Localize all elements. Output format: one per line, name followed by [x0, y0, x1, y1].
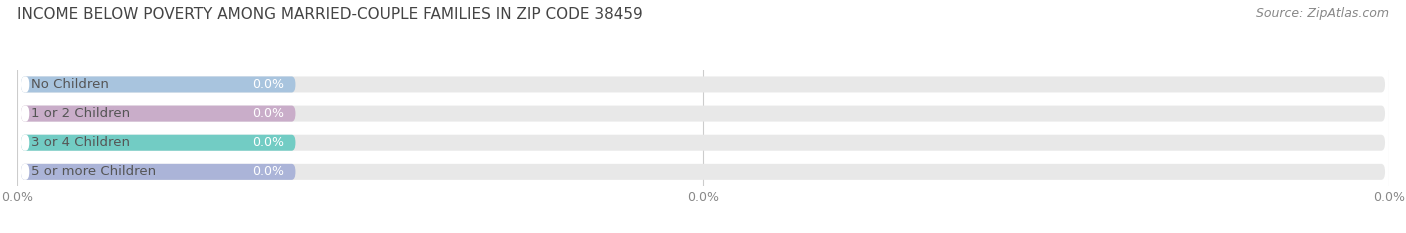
- FancyBboxPatch shape: [21, 76, 1385, 93]
- Text: Source: ZipAtlas.com: Source: ZipAtlas.com: [1256, 7, 1389, 20]
- Text: 1 or 2 Children: 1 or 2 Children: [31, 107, 129, 120]
- Text: 0.0%: 0.0%: [253, 165, 284, 178]
- FancyBboxPatch shape: [21, 135, 295, 151]
- FancyBboxPatch shape: [21, 135, 30, 151]
- Text: 5 or more Children: 5 or more Children: [31, 165, 156, 178]
- Text: No Children: No Children: [31, 78, 108, 91]
- Text: 0.0%: 0.0%: [253, 136, 284, 149]
- Text: 0.0%: 0.0%: [253, 78, 284, 91]
- FancyBboxPatch shape: [21, 135, 1385, 151]
- FancyBboxPatch shape: [21, 106, 30, 122]
- FancyBboxPatch shape: [21, 164, 1385, 180]
- FancyBboxPatch shape: [21, 76, 295, 93]
- FancyBboxPatch shape: [21, 106, 295, 122]
- Text: INCOME BELOW POVERTY AMONG MARRIED-COUPLE FAMILIES IN ZIP CODE 38459: INCOME BELOW POVERTY AMONG MARRIED-COUPL…: [17, 7, 643, 22]
- Text: 0.0%: 0.0%: [253, 107, 284, 120]
- FancyBboxPatch shape: [21, 164, 295, 180]
- FancyBboxPatch shape: [21, 106, 1385, 122]
- FancyBboxPatch shape: [21, 164, 30, 180]
- Text: 3 or 4 Children: 3 or 4 Children: [31, 136, 129, 149]
- FancyBboxPatch shape: [21, 76, 30, 93]
